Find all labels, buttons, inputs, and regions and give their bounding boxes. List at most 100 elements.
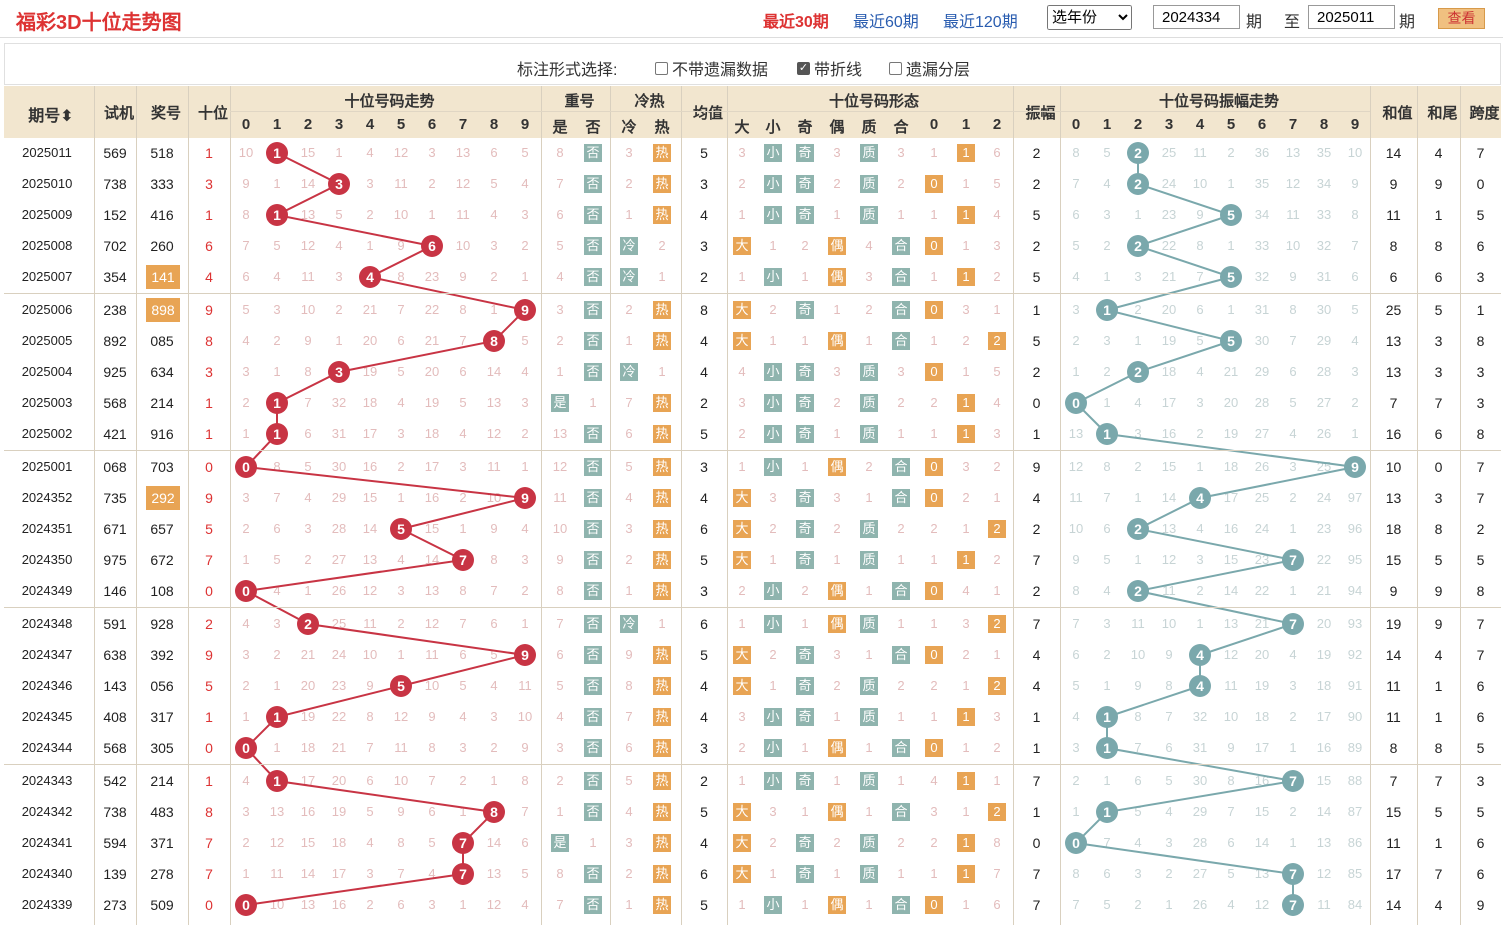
shape-mark: 0 <box>925 301 943 319</box>
omission-value: 3 <box>521 207 529 222</box>
shape-omission: 1 <box>833 866 841 881</box>
amp-omission: 2 <box>1351 395 1359 410</box>
amp-omission: 17 <box>1254 740 1270 755</box>
opt-no-omission[interactable]: 不带遗漏数据 <box>655 56 768 80</box>
shape-mark: 0 <box>925 458 943 476</box>
shape-omission: 1 <box>833 302 841 317</box>
shape-omission: 3 <box>738 395 746 410</box>
period-cell: 2025001 <box>21 459 73 474</box>
shape-omission: 2 <box>769 302 777 317</box>
checkbox[interactable] <box>889 61 902 75</box>
header-award: 奖号 <box>150 105 181 122</box>
to-period-input[interactable] <box>1308 5 1395 29</box>
shape-omission: 3 <box>833 490 841 505</box>
amp-omission: 2 <box>1072 333 1080 348</box>
shape-omission: 1 <box>930 866 938 881</box>
checkbox[interactable] <box>655 61 668 75</box>
omission-value: 3 <box>521 552 529 567</box>
amp-omission: 20 <box>1161 302 1177 317</box>
link-last-60[interactable]: 最近60期 <box>853 14 919 31</box>
period-cell: 2025007 <box>21 269 73 284</box>
test-number: 273 <box>103 897 127 913</box>
amp-omission: 17 <box>1223 490 1239 505</box>
amp-omission: 9 <box>1072 552 1080 567</box>
shape-mark: 奇 <box>796 489 814 507</box>
shape-mark: 小 <box>764 458 782 476</box>
amp-omission: 1 <box>1289 740 1297 755</box>
avg-value: 4 <box>700 333 708 349</box>
shape-mark: 奇 <box>796 772 814 790</box>
opt-layer[interactable]: 遗漏分层 <box>889 56 970 80</box>
zhi-label: 至 <box>1284 14 1301 31</box>
shape-omission: 2 <box>993 552 1001 567</box>
shape-omission: 1 <box>962 678 970 693</box>
omission-value: 8 <box>459 583 467 598</box>
amp-omission: 3 <box>1289 459 1297 474</box>
amp-value: 5 <box>1032 207 1041 223</box>
amp-value: 5 <box>1032 333 1041 349</box>
ten-digit: 0 <box>205 897 213 913</box>
amp-omission: 11 <box>1224 678 1238 693</box>
omission-value: 6 <box>273 521 281 536</box>
amp-ball: 4 <box>1189 487 1211 509</box>
checkbox-checked[interactable]: ✓ <box>797 61 810 75</box>
period-cell: 2024343 <box>21 773 73 788</box>
opt-line[interactable]: ✓ 带折线 <box>797 56 862 80</box>
ten-digit: 8 <box>205 333 213 349</box>
header-sumtail: 和尾 <box>1427 105 1458 122</box>
amp-omission: 4 <box>1134 395 1142 410</box>
shape-omission: 1 <box>769 238 777 253</box>
shape-mark: 质 <box>860 363 878 381</box>
ten-digit: 1 <box>205 709 213 725</box>
omission-value: 5 <box>273 238 281 253</box>
span-value: 9 <box>1476 897 1485 913</box>
header-period[interactable]: 期号⬍ <box>28 108 74 125</box>
from-period-input[interactable] <box>1153 5 1240 29</box>
link-last-120[interactable]: 最近120期 <box>943 14 1018 31</box>
shape-mark: 1 <box>957 551 975 569</box>
shape-mark: 偶 <box>828 237 846 255</box>
shape-omission: 1 <box>930 207 938 222</box>
amp-value: 4 <box>1032 678 1041 694</box>
shape-mark: 2 <box>988 677 1006 695</box>
amp-ball: 2 <box>1127 142 1149 164</box>
test-number: 892 <box>103 333 127 349</box>
shape-omission: 1 <box>769 866 777 881</box>
sumtail-value: 7 <box>1434 395 1443 411</box>
hotcold-mark: 冷 <box>620 363 638 381</box>
amp-omission: 26 <box>1254 459 1270 474</box>
amp-omission: 1 <box>1227 176 1235 191</box>
omission-value: 18 <box>424 426 440 441</box>
shape-omission: 2 <box>897 835 905 850</box>
amp-omission: 4 <box>1072 709 1080 724</box>
shape-omission: 2 <box>897 176 905 191</box>
hotcold-omission: 1 <box>625 583 633 598</box>
repeat-omission: 8 <box>556 145 564 160</box>
trend-ball: 0 <box>235 456 257 478</box>
shape-mark: 偶 <box>828 803 846 821</box>
header-amptrend: 十位号码振幅走势 <box>1158 93 1279 110</box>
year-select[interactable]: 选年份 <box>1047 5 1132 30</box>
repeat-mark: 否 <box>584 739 602 757</box>
header-avg: 均值 <box>692 105 723 122</box>
sum-value: 10 <box>1385 459 1402 475</box>
repeat-mark: 否 <box>584 520 602 538</box>
group-divider <box>4 293 1501 294</box>
sumtail-value: 4 <box>1434 647 1443 663</box>
link-last-30[interactable]: 最近30期 <box>763 14 829 31</box>
column-divider <box>1460 86 1461 925</box>
view-button[interactable]: 查看 <box>1438 8 1485 29</box>
amp-value: 4 <box>1032 647 1041 663</box>
amp-omission: 7 <box>1103 835 1111 850</box>
trend-ball: 0 <box>235 894 257 916</box>
trend-ball: 1 <box>266 142 288 164</box>
shape-mark: 1 <box>957 206 975 224</box>
sum-value: 13 <box>1385 333 1402 349</box>
shape-omission: 1 <box>993 302 1001 317</box>
omission-value: 15 <box>424 521 440 536</box>
sumtail-value: 0 <box>1434 459 1443 475</box>
period-cell: 2025004 <box>21 364 73 379</box>
repeat-omission: 5 <box>556 678 564 693</box>
omission-value: 13 <box>486 866 502 881</box>
